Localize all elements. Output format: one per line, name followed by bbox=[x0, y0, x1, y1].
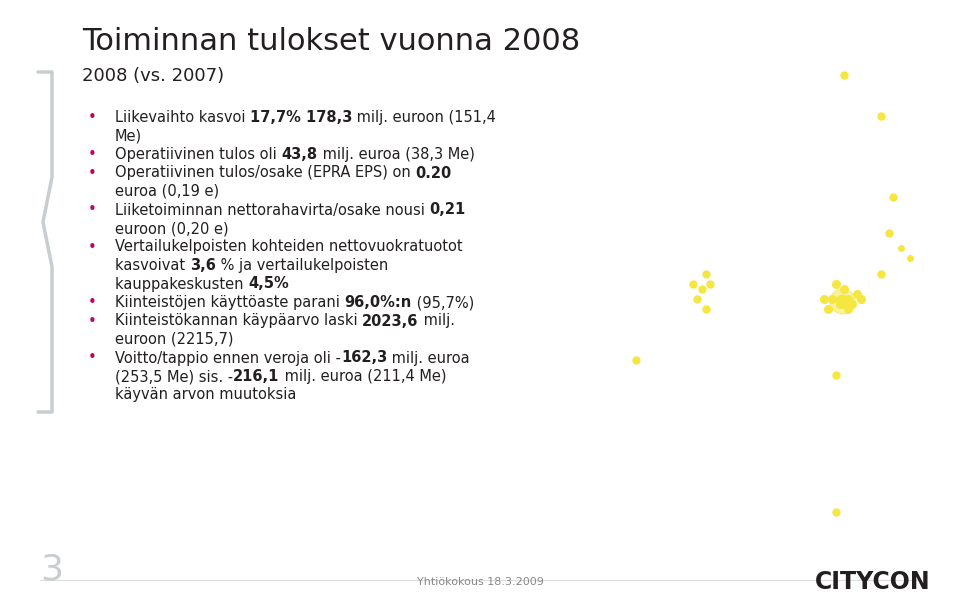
Text: milj. euroa (38,3 Me): milj. euroa (38,3 Me) bbox=[318, 147, 474, 162]
Text: LITHUANIA: LITHUANIA bbox=[820, 467, 861, 476]
Text: 2008 (vs. 2007): 2008 (vs. 2007) bbox=[82, 67, 224, 85]
Text: euroa (0,19 e): euroa (0,19 e) bbox=[115, 184, 219, 199]
Text: Voitto/tappio ennen veroja oli -: Voitto/tappio ennen veroja oli - bbox=[115, 351, 341, 365]
Text: Liikevaihto kasvoi: Liikevaihto kasvoi bbox=[115, 110, 251, 125]
Text: •: • bbox=[88, 147, 97, 162]
Text: 216,1: 216,1 bbox=[233, 369, 279, 384]
Text: Liiketoiminnan nettorahavirta/osake nousi: Liiketoiminnan nettorahavirta/osake nous… bbox=[115, 203, 429, 217]
Text: Operatiivinen tulos/osake (EPRA EPS) on: Operatiivinen tulos/osake (EPRA EPS) on bbox=[115, 165, 416, 181]
Text: ESTONIA: ESTONIA bbox=[834, 386, 871, 395]
Text: käyvän arvon muutoksia: käyvän arvon muutoksia bbox=[115, 387, 297, 403]
Text: euroon (0,20 e): euroon (0,20 e) bbox=[115, 221, 228, 236]
Text: Yhtiökokous 18.3.2009: Yhtiökokous 18.3.2009 bbox=[417, 577, 543, 587]
Text: % ja vertailukelpoisten: % ja vertailukelpoisten bbox=[216, 258, 388, 273]
Text: •: • bbox=[88, 165, 97, 181]
Text: FINLAND: FINLAND bbox=[850, 188, 888, 196]
Text: 4,5%: 4,5% bbox=[248, 277, 289, 291]
Text: milj.: milj. bbox=[419, 313, 455, 329]
Text: 17,7% 178,3: 17,7% 178,3 bbox=[251, 110, 352, 125]
Text: •: • bbox=[88, 313, 97, 329]
Text: •: • bbox=[88, 203, 97, 217]
Text: 0,21: 0,21 bbox=[429, 203, 466, 217]
Text: kasvoivat: kasvoivat bbox=[115, 258, 190, 273]
Text: Kiinteistökannan käypäarvo laski: Kiinteistökannan käypäarvo laski bbox=[115, 313, 362, 329]
Text: (253,5 Me) sis. -: (253,5 Me) sis. - bbox=[115, 369, 233, 384]
Text: Me): Me) bbox=[115, 129, 142, 143]
Text: milj. euroa (211,4 Me): milj. euroa (211,4 Me) bbox=[279, 369, 446, 384]
Text: 3,6: 3,6 bbox=[190, 258, 216, 273]
Text: CITYCON: CITYCON bbox=[814, 570, 930, 594]
Text: •: • bbox=[88, 110, 97, 125]
Text: Toiminnan tulokset vuonna 2008: Toiminnan tulokset vuonna 2008 bbox=[82, 27, 580, 56]
Text: milj. euroa: milj. euroa bbox=[387, 351, 469, 365]
Text: (95,7%): (95,7%) bbox=[412, 295, 474, 310]
Text: 43,8: 43,8 bbox=[281, 147, 318, 162]
Text: milj. euroon (151,4: milj. euroon (151,4 bbox=[352, 110, 496, 125]
Text: euroon (2215,7): euroon (2215,7) bbox=[115, 332, 233, 347]
Text: 2023,6: 2023,6 bbox=[362, 313, 419, 329]
Text: Operatiivinen tulos oli: Operatiivinen tulos oli bbox=[115, 147, 281, 162]
Text: •: • bbox=[88, 239, 97, 255]
Text: Vertailukelpoisten kohteiden nettovuokratuotot: Vertailukelpoisten kohteiden nettovuokra… bbox=[115, 239, 463, 255]
Text: •: • bbox=[88, 351, 97, 365]
Text: 162,3: 162,3 bbox=[341, 351, 387, 365]
Text: Kiinteistöjen käyttöaste parani: Kiinteistöjen käyttöaste parani bbox=[115, 295, 345, 310]
Text: SWEDEN: SWEDEN bbox=[636, 193, 677, 202]
Text: •: • bbox=[88, 295, 97, 310]
Text: kauppakeskusten: kauppakeskusten bbox=[115, 277, 248, 291]
Text: 0.20: 0.20 bbox=[416, 165, 451, 181]
Text: 96,0%:n: 96,0%:n bbox=[345, 295, 412, 310]
Text: 3: 3 bbox=[40, 553, 63, 587]
